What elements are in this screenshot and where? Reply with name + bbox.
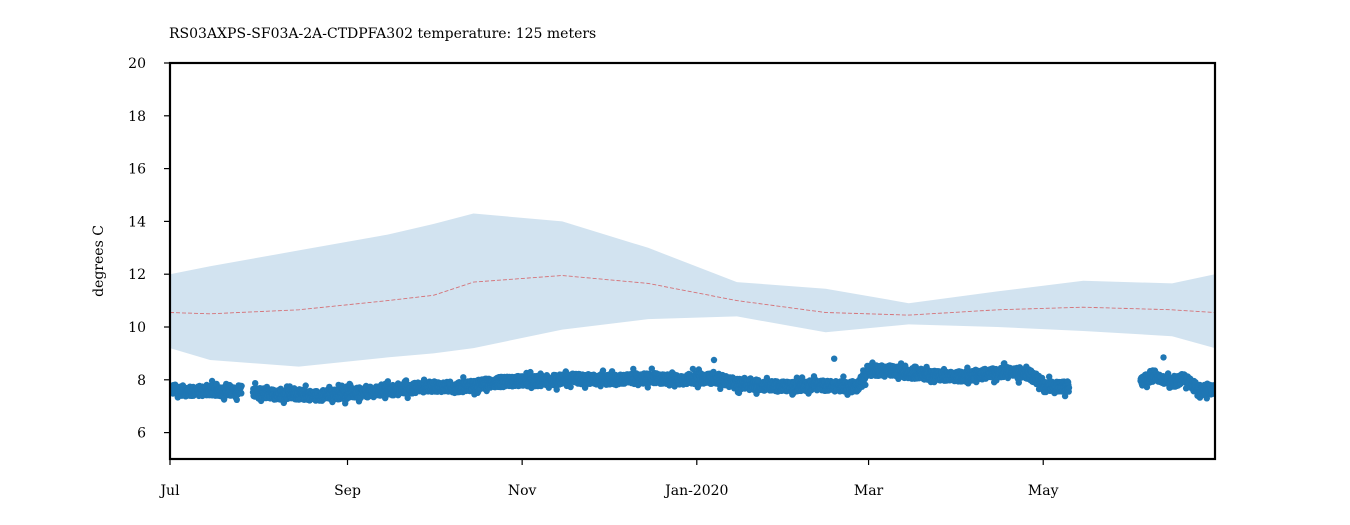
observation-point: [238, 382, 245, 390]
observation-point: [599, 367, 607, 374]
y-tick-label: 16: [128, 162, 146, 178]
climatology-band-layer: [170, 213, 1215, 367]
observation-point: [567, 383, 574, 391]
observation-point: [862, 381, 869, 389]
observation-point: [460, 374, 467, 381]
x-tick-label: Jul: [158, 483, 180, 499]
y-tick-label: 20: [128, 56, 146, 72]
x-tick-label: Jan-2020: [663, 483, 728, 499]
y-tick-label: 12: [128, 267, 146, 283]
y-tick-label: 14: [128, 214, 146, 230]
climatology-mean-line: [170, 275, 1215, 316]
observation-point: [233, 396, 240, 403]
x-tick-label: Sep: [334, 483, 361, 499]
observation-point: [1160, 354, 1167, 361]
observation-point: [1143, 383, 1151, 391]
observation-point: [238, 390, 245, 397]
x-tick-label: Mar: [854, 483, 884, 499]
observations-layer: [170, 354, 1215, 407]
y-tick-label: 10: [128, 320, 146, 336]
axes-layer: 6 8 10 12 14 16 18 20 Jul Sep Nov Jan-2020 Mar May: [128, 56, 1058, 499]
observation-point: [644, 384, 651, 391]
observation-segment: [170, 377, 245, 403]
observation-point: [1065, 384, 1073, 391]
x-tick-label: Nov: [508, 483, 537, 499]
y-axis-label: degrees C: [91, 225, 107, 297]
climatology-band: [170, 213, 1215, 367]
plot-frame: [168, 61, 1217, 461]
observation-point: [710, 356, 718, 364]
observation-segment: [249, 359, 1073, 407]
chart-title: RS03AXPS-SF03A-2A-CTDPFA302 temperature:…: [169, 26, 596, 42]
observation-point: [798, 374, 806, 381]
observation-point: [1015, 379, 1022, 386]
x-tick-label: May: [1028, 483, 1059, 499]
observation-segment: [1137, 367, 1215, 402]
observation-point: [1061, 392, 1069, 400]
observation-point: [1203, 395, 1211, 402]
observation-point: [384, 378, 392, 385]
observation-point: [902, 362, 909, 369]
observation-point: [840, 373, 847, 380]
observation-point: [302, 382, 309, 389]
observation-point: [553, 386, 560, 393]
observation-point: [1046, 373, 1053, 380]
observation-point: [527, 368, 534, 376]
y-tick-label: 6: [137, 426, 146, 442]
y-tick-label: 8: [137, 373, 146, 389]
y-tick-label: 18: [128, 109, 146, 125]
climatology-mean-layer: [170, 275, 1215, 316]
observation-point: [252, 380, 259, 387]
plot-area: [170, 213, 1215, 407]
observation-point: [831, 355, 838, 362]
